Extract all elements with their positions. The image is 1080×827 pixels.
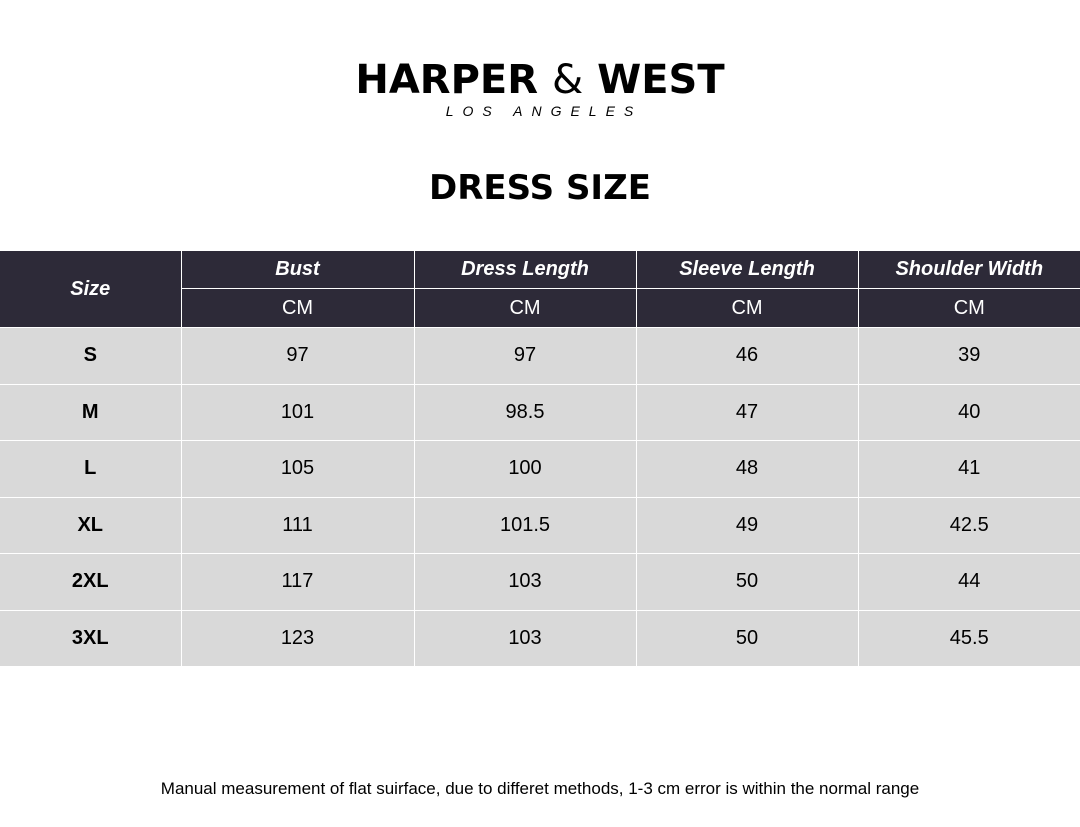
brand-ampersand: &	[551, 57, 584, 103]
value-cell: 97	[413, 327, 637, 385]
value-cell: 105	[180, 440, 415, 498]
size-cell: 2XL	[0, 553, 182, 611]
value-cell: 49	[635, 496, 859, 554]
table-row: 3XL 123 103 50 45.5	[0, 609, 1080, 667]
column-header: Dress Length	[413, 250, 637, 289]
measurement-note: Manual measurement of flat suirface, due…	[160, 779, 920, 798]
value-cell: 100	[413, 440, 637, 498]
table-row: XL 111 101.5 49 42.5	[0, 496, 1080, 554]
size-header: Size	[0, 250, 182, 328]
column-header: Sleeve Length	[635, 250, 859, 289]
page-title: DRESS SIZE	[429, 168, 651, 208]
value-cell: 101	[180, 383, 415, 441]
size-cell: XL	[0, 496, 182, 554]
value-cell: 97	[180, 327, 415, 385]
value-cell: 45.5	[857, 609, 1080, 667]
header-row: Size Bust Dress Length Sleeve Length Sho…	[0, 250, 1080, 328]
brand-tagline: LOS ANGELES	[445, 103, 643, 119]
size-cell: 3XL	[0, 609, 182, 667]
brand-name-right: WEST	[597, 57, 725, 103]
value-cell: 44	[857, 553, 1080, 611]
unit-header: CM	[181, 288, 415, 328]
value-cell: 98.5	[413, 383, 637, 441]
value-cell: 111	[180, 496, 415, 554]
value-cell: 40	[857, 383, 1080, 441]
unit-row: CM CM CM CM	[0, 288, 1080, 328]
value-cell: 117	[180, 553, 415, 611]
table-row: S 97 97 46 39	[0, 327, 1080, 385]
value-cell: 39	[857, 327, 1080, 385]
value-cell: 123	[180, 609, 415, 667]
value-cell: 48	[635, 440, 859, 498]
unit-header: CM	[413, 288, 637, 328]
table-row: M 101 98.5 47 40	[0, 383, 1080, 441]
value-cell: 101.5	[413, 496, 637, 554]
value-cell: 50	[635, 553, 859, 611]
unit-header: CM	[857, 288, 1080, 328]
column-header: Shoulder Width	[857, 250, 1080, 289]
size-cell: M	[0, 383, 182, 441]
brand-name-left: HARPER	[355, 57, 539, 103]
size-table: Size Bust Dress Length Sleeve Length Sho…	[0, 250, 1080, 667]
brand-logo: HARPER & WEST	[0, 58, 1080, 102]
value-cell: 103	[413, 553, 637, 611]
table-row: L 105 100 48 41	[0, 440, 1080, 498]
size-cell: L	[0, 440, 182, 498]
column-header: Bust	[180, 250, 415, 289]
value-cell: 103	[413, 609, 637, 667]
value-cell: 46	[635, 327, 859, 385]
value-cell: 42.5	[857, 496, 1080, 554]
table-row: 2XL 117 103 50 44	[0, 553, 1080, 611]
value-cell: 41	[857, 440, 1080, 498]
size-cell: S	[0, 327, 182, 385]
unit-header: CM	[635, 288, 859, 328]
value-cell: 50	[635, 609, 859, 667]
value-cell: 47	[635, 383, 859, 441]
